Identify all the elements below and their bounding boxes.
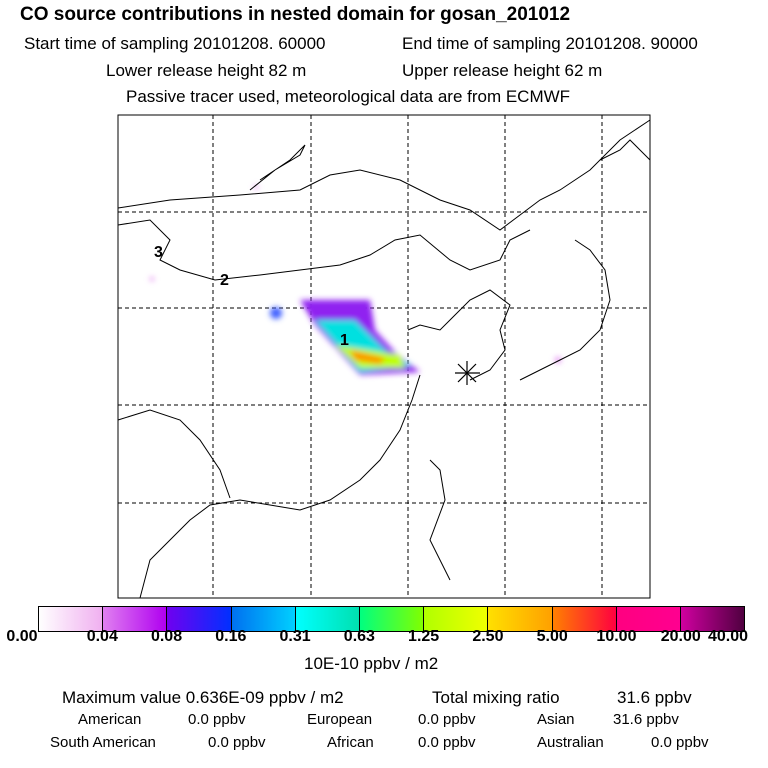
colorbar bbox=[38, 606, 745, 632]
receptor-star-icon bbox=[455, 361, 480, 385]
map-label-3: 3 bbox=[154, 244, 163, 261]
colorbar-segment bbox=[103, 607, 168, 631]
colorbar-tick-label: 40.00 bbox=[707, 628, 749, 645]
region-european: European bbox=[307, 711, 373, 728]
max-value: Maximum value 0.636E-09 ppbv / m2 bbox=[62, 688, 344, 707]
region-american: American bbox=[78, 711, 142, 728]
region-asian-value: 31.6 ppbv bbox=[613, 711, 679, 728]
end-time: End time of sampling 20101208. 90000 bbox=[402, 34, 698, 53]
colorbar-segment bbox=[616, 607, 681, 631]
colorbar-segment bbox=[167, 607, 232, 631]
colorbar-segment bbox=[424, 607, 489, 631]
colorbar-unit: 10E-10 ppbv / m2 bbox=[304, 654, 439, 673]
upper-release-height: Upper release height 62 m bbox=[402, 61, 603, 80]
tracer-note: Passive tracer used, meteorological data… bbox=[126, 87, 571, 106]
region-european-value: 0.0 ppbv bbox=[418, 711, 476, 728]
colorbar-segment bbox=[680, 607, 745, 631]
start-time: Start time of sampling 20101208. 60000 bbox=[24, 34, 326, 53]
total-mixing-ratio-label: Total mixing ratio bbox=[432, 688, 560, 707]
plume bbox=[150, 185, 561, 375]
region-south-american-value: 0.0 ppbv bbox=[208, 734, 266, 751]
colorbar-tick-label: 0.00 bbox=[6, 628, 38, 645]
colorbar-tick-label: 0.63 bbox=[343, 628, 375, 645]
total-mixing-ratio-value: 31.6 ppbv bbox=[617, 688, 692, 707]
colorbar-tick-label: 0.16 bbox=[215, 628, 247, 645]
colorbar-segment bbox=[39, 607, 104, 631]
region-african-value: 0.0 ppbv bbox=[418, 734, 476, 751]
colorbar-segment bbox=[359, 607, 425, 631]
colorbar-segment bbox=[295, 607, 360, 631]
grid-lines bbox=[118, 115, 650, 598]
coastlines-borders bbox=[117, 119, 651, 599]
colorbar-segment bbox=[488, 607, 553, 631]
region-african: African bbox=[327, 734, 374, 751]
region-american-value: 0.0 ppbv bbox=[188, 711, 246, 728]
colorbar-tick-label: 5.00 bbox=[536, 628, 568, 645]
colorbar-tick-label: 2.50 bbox=[472, 628, 504, 645]
region-asian: Asian bbox=[537, 711, 575, 728]
region-south-american: South American bbox=[50, 734, 156, 751]
map-label-1: 1 bbox=[340, 332, 349, 349]
region-australian: Australian bbox=[537, 734, 604, 751]
colorbar-tick-label: 0.04 bbox=[86, 628, 118, 645]
colorbar-segment bbox=[552, 607, 617, 631]
colorbar-tick-label: 10.00 bbox=[596, 628, 637, 645]
lower-release-height: Lower release height 82 m bbox=[106, 61, 307, 80]
colorbar-tick-label: 1.25 bbox=[408, 628, 440, 645]
colorbar-tick-label: 0.08 bbox=[150, 628, 183, 645]
map-label-2: 2 bbox=[220, 272, 229, 289]
colorbar-tick-label: 0.31 bbox=[279, 628, 311, 645]
region-australian-value: 0.0 ppbv bbox=[651, 734, 709, 751]
colorbar-segment bbox=[231, 607, 296, 631]
plot-title: CO source contributions in nested domain… bbox=[20, 4, 571, 25]
colorbar-tick-label: 20.00 bbox=[660, 628, 701, 645]
